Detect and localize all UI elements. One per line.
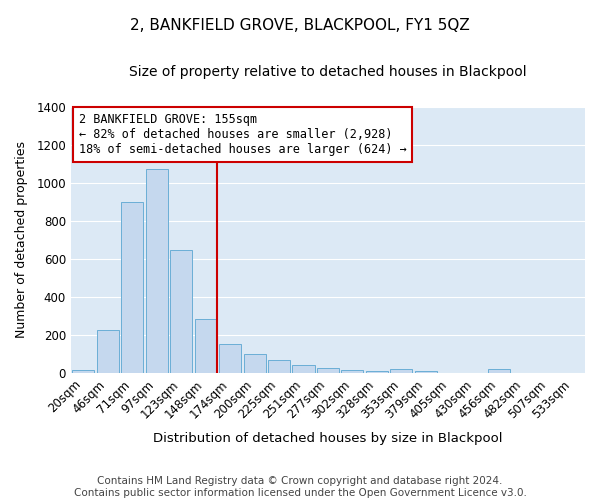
- Bar: [415, 371, 437, 373]
- Bar: [72, 370, 94, 373]
- Bar: [146, 170, 167, 373]
- Bar: [194, 320, 217, 373]
- Y-axis label: Number of detached properties: Number of detached properties: [15, 142, 28, 338]
- Title: Size of property relative to detached houses in Blackpool: Size of property relative to detached ho…: [129, 65, 527, 79]
- Bar: [244, 354, 266, 373]
- Bar: [292, 365, 314, 373]
- Bar: [341, 370, 364, 373]
- Bar: [391, 370, 412, 373]
- Text: 2, BANKFIELD GROVE, BLACKPOOL, FY1 5QZ: 2, BANKFIELD GROVE, BLACKPOOL, FY1 5QZ: [130, 18, 470, 32]
- Bar: [317, 368, 339, 373]
- Bar: [488, 370, 511, 373]
- Bar: [97, 330, 119, 373]
- Text: Contains HM Land Registry data © Crown copyright and database right 2024.
Contai: Contains HM Land Registry data © Crown c…: [74, 476, 526, 498]
- Bar: [268, 360, 290, 373]
- Bar: [121, 202, 143, 373]
- Bar: [366, 370, 388, 373]
- Bar: [219, 344, 241, 373]
- Text: 2 BANKFIELD GROVE: 155sqm
← 82% of detached houses are smaller (2,928)
18% of se: 2 BANKFIELD GROVE: 155sqm ← 82% of detac…: [79, 113, 406, 156]
- Bar: [170, 250, 192, 373]
- X-axis label: Distribution of detached houses by size in Blackpool: Distribution of detached houses by size …: [153, 432, 503, 445]
